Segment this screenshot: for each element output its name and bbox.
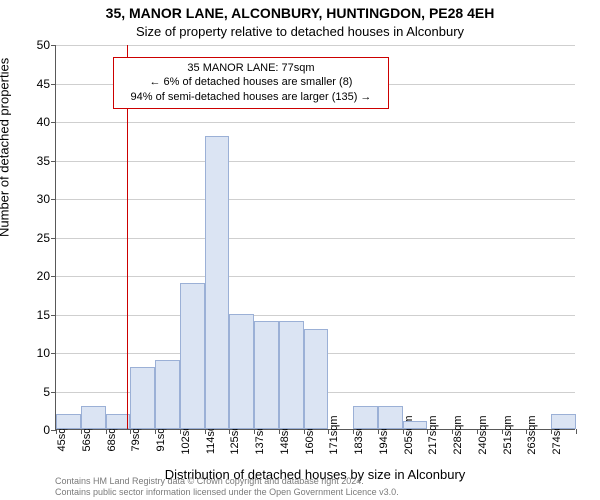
ytick-label: 30 bbox=[37, 192, 50, 206]
ytick-label: 50 bbox=[37, 38, 50, 52]
histogram-bar bbox=[229, 314, 254, 430]
histogram-bar bbox=[304, 329, 329, 429]
histogram-bar bbox=[254, 321, 279, 429]
histogram-bar bbox=[378, 406, 403, 429]
ytick-label: 20 bbox=[37, 269, 50, 283]
xtick-mark bbox=[576, 429, 577, 434]
ytick-label: 0 bbox=[43, 423, 50, 437]
footer-attribution: Contains HM Land Registry data © Crown c… bbox=[55, 476, 575, 498]
ytick-label: 10 bbox=[37, 346, 50, 360]
histogram-bar bbox=[279, 321, 304, 429]
histogram-bar bbox=[180, 283, 205, 429]
ytick-label: 45 bbox=[37, 77, 50, 91]
chart-plot-area: 0510152025303540455045sqm56sqm68sqm79sqm… bbox=[55, 45, 575, 430]
annotation-line2: ← 6% of detached houses are smaller (8) bbox=[120, 75, 382, 90]
histogram-bar bbox=[551, 414, 576, 429]
page-title: 35, MANOR LANE, ALCONBURY, HUNTINGDON, P… bbox=[0, 5, 600, 21]
footer-line1: Contains HM Land Registry data © Crown c… bbox=[55, 476, 364, 486]
annotation-box: 35 MANOR LANE: 77sqm← 6% of detached hou… bbox=[113, 57, 389, 110]
histogram-bar bbox=[205, 136, 230, 429]
histogram-bar bbox=[56, 414, 81, 429]
ytick-label: 5 bbox=[43, 385, 50, 399]
histogram-bar bbox=[130, 367, 155, 429]
ytick-label: 25 bbox=[37, 231, 50, 245]
histogram-bar bbox=[81, 406, 106, 429]
footer-line2: Contains public sector information licen… bbox=[55, 487, 399, 497]
ytick-label: 35 bbox=[37, 154, 50, 168]
chart-subtitle: Size of property relative to detached ho… bbox=[0, 24, 600, 39]
y-axis-label: Number of detached properties bbox=[0, 58, 12, 237]
histogram-bar bbox=[155, 360, 180, 429]
annotation-line3: 94% of semi-detached houses are larger (… bbox=[120, 90, 382, 105]
annotation-line1: 35 MANOR LANE: 77sqm bbox=[120, 61, 382, 76]
histogram-bar bbox=[353, 406, 378, 429]
ytick-label: 15 bbox=[37, 308, 50, 322]
histogram-bar bbox=[403, 421, 428, 429]
ytick-label: 40 bbox=[37, 115, 50, 129]
